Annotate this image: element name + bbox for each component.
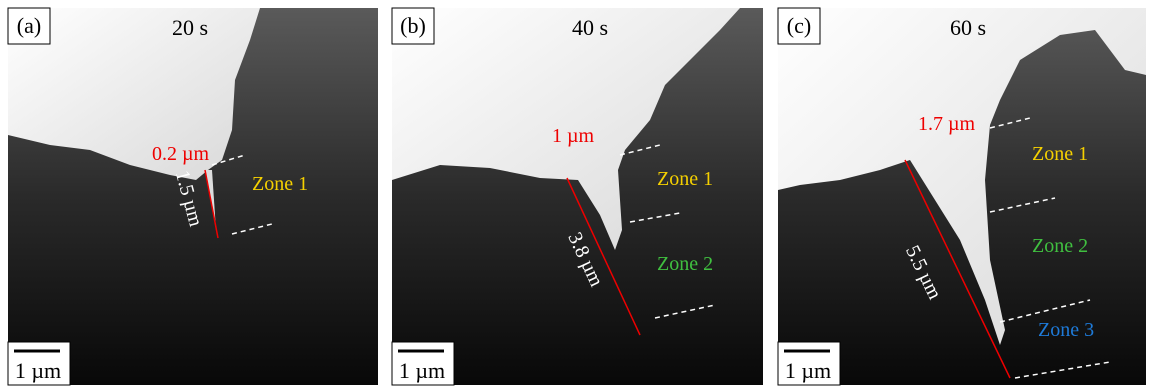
figure: (a) 20 s 0.2 µm 1.5 µm Zone 1 1 µm (b) 4… bbox=[0, 0, 1150, 389]
panel-label: (a) bbox=[17, 13, 41, 38]
time-label: 40 s bbox=[572, 15, 608, 40]
crack-width: 0.2 µm bbox=[152, 143, 210, 165]
crack-width: 1 µm bbox=[552, 125, 595, 147]
scale-label: 1 µm bbox=[15, 358, 61, 383]
zone-label: Zone 1 bbox=[1032, 143, 1088, 165]
time-label: 60 s bbox=[950, 15, 986, 40]
zone-label: Zone 2 bbox=[657, 253, 713, 275]
time-label: 20 s bbox=[172, 15, 208, 40]
crack-width: 1.7 µm bbox=[918, 113, 976, 135]
panel-b: (b) 40 s 1 µm 3.8 µm Zone 1 Zone 2 1 µm bbox=[392, 8, 763, 385]
panel-a: (a) 20 s 0.2 µm 1.5 µm Zone 1 1 µm bbox=[8, 8, 378, 385]
zone-label: Zone 1 bbox=[657, 168, 713, 190]
zone-label: Zone 3 bbox=[1038, 319, 1094, 341]
panel-c: (c) 60 s 1.7 µm 5.5 µm Zone 1 Zone 2 Zon… bbox=[778, 8, 1146, 385]
zone-label: Zone 1 bbox=[252, 173, 308, 195]
zone-label: Zone 2 bbox=[1032, 235, 1088, 257]
panel-label: (b) bbox=[400, 13, 426, 38]
scale-label: 1 µm bbox=[785, 358, 831, 383]
panel-label: (c) bbox=[787, 13, 811, 38]
scale-label: 1 µm bbox=[399, 358, 445, 383]
